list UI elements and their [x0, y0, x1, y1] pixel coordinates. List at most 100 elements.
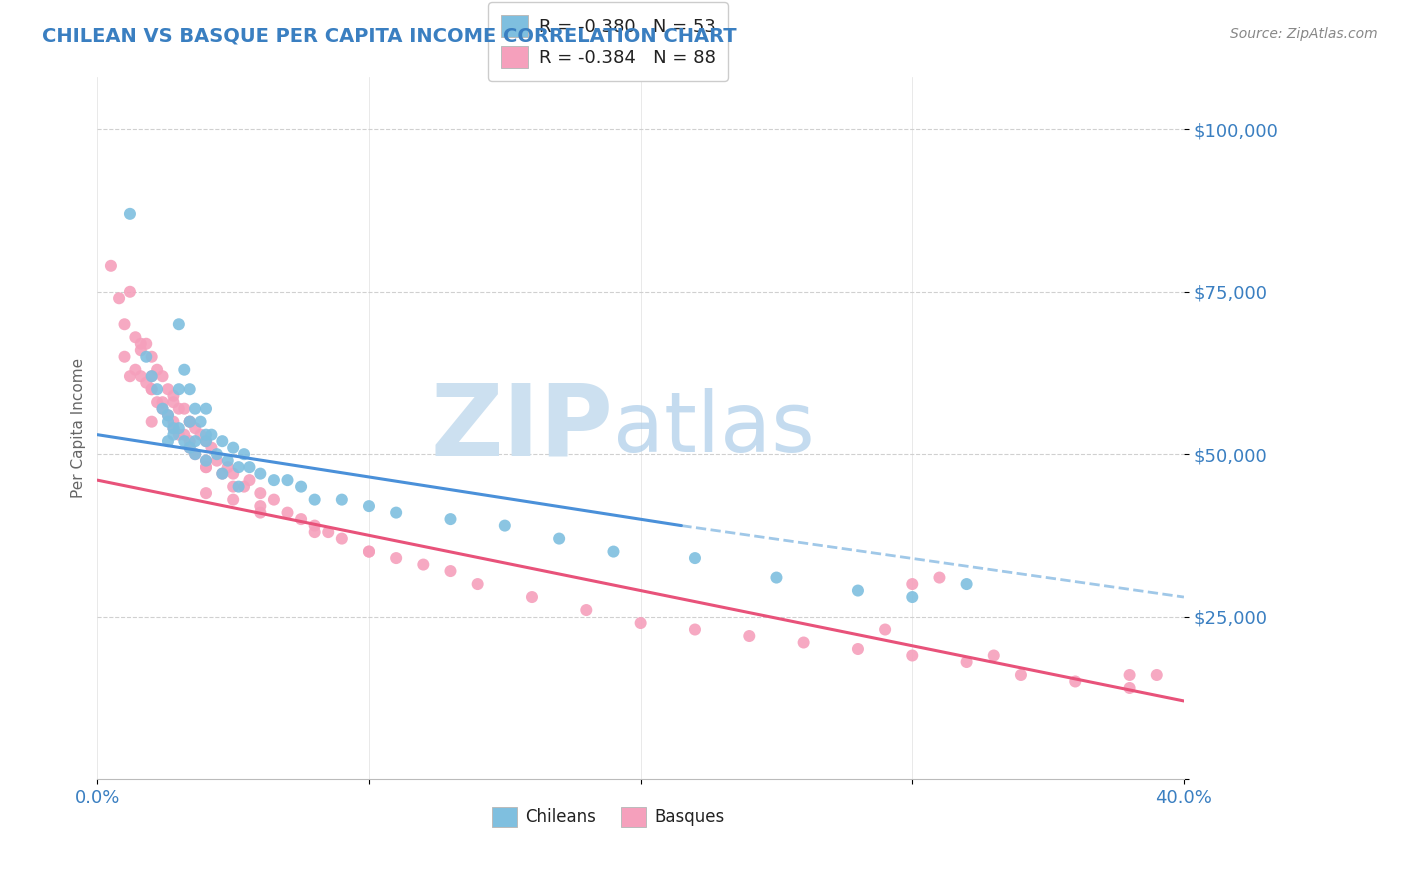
Point: [357, 499, 380, 513]
Point: [249, 467, 271, 481]
Point: [167, 401, 190, 416]
Point: [683, 551, 706, 566]
Point: [520, 590, 543, 604]
Point: [135, 376, 157, 390]
Point: [195, 427, 218, 442]
Point: [141, 382, 163, 396]
Point: [1010, 668, 1032, 682]
Point: [141, 382, 163, 396]
Point: [385, 506, 408, 520]
Point: [330, 532, 353, 546]
Point: [167, 427, 190, 442]
Point: [217, 460, 239, 475]
Point: [263, 492, 285, 507]
Point: [1064, 674, 1087, 689]
Point: [439, 512, 461, 526]
Point: [146, 395, 169, 409]
Point: [222, 441, 245, 455]
Point: [179, 415, 201, 429]
Point: [195, 434, 218, 449]
Point: [793, 635, 815, 649]
Point: [983, 648, 1005, 663]
Text: CHILEAN VS BASQUE PER CAPITA INCOME CORRELATION CHART: CHILEAN VS BASQUE PER CAPITA INCOME CORR…: [42, 27, 737, 45]
Point: [211, 467, 233, 481]
Point: [211, 467, 233, 481]
Point: [173, 401, 195, 416]
Point: [304, 492, 326, 507]
Point: [141, 415, 163, 429]
Point: [205, 453, 228, 467]
Text: atlas: atlas: [613, 388, 815, 468]
Point: [228, 460, 250, 475]
Point: [195, 460, 218, 475]
Point: [135, 336, 157, 351]
Point: [233, 447, 256, 461]
Point: [357, 544, 380, 558]
Point: [276, 506, 298, 520]
Point: [156, 415, 179, 429]
Point: [162, 427, 184, 442]
Point: [683, 623, 706, 637]
Point: [141, 369, 163, 384]
Point: [100, 259, 122, 273]
Point: [156, 434, 179, 449]
Point: [602, 544, 624, 558]
Point: [129, 369, 152, 384]
Point: [494, 518, 516, 533]
Point: [167, 318, 190, 332]
Point: [152, 401, 174, 416]
Point: [124, 362, 146, 376]
Point: [129, 343, 152, 358]
Point: [222, 480, 245, 494]
Point: [152, 369, 174, 384]
Text: ZIP: ZIP: [430, 380, 613, 476]
Point: [1118, 681, 1140, 695]
Point: [357, 544, 380, 558]
Point: [167, 382, 190, 396]
Point: [195, 434, 218, 449]
Point: [276, 473, 298, 487]
Point: [152, 401, 174, 416]
Point: [195, 486, 218, 500]
Point: [108, 291, 131, 305]
Point: [901, 590, 924, 604]
Point: [129, 336, 152, 351]
Point: [179, 415, 201, 429]
Point: [249, 499, 271, 513]
Point: [184, 401, 207, 416]
Point: [156, 408, 179, 422]
Point: [167, 421, 190, 435]
Point: [846, 583, 869, 598]
Point: [118, 369, 141, 384]
Point: [263, 473, 285, 487]
Legend: Chileans, Basques: Chileans, Basques: [485, 800, 731, 834]
Point: [114, 350, 136, 364]
Point: [114, 318, 136, 332]
Point: [200, 427, 222, 442]
Point: [439, 564, 461, 578]
Point: [179, 434, 201, 449]
Point: [200, 441, 222, 455]
Point: [765, 570, 787, 584]
Point: [249, 486, 271, 500]
Point: [195, 401, 218, 416]
Point: [184, 421, 207, 435]
Point: [135, 350, 157, 364]
Point: [575, 603, 598, 617]
Point: [548, 532, 571, 546]
Point: [222, 492, 245, 507]
Point: [179, 441, 201, 455]
Point: [385, 551, 408, 566]
Point: [238, 460, 260, 475]
Point: [875, 623, 897, 637]
Point: [184, 434, 207, 449]
Point: [249, 506, 271, 520]
Point: [173, 427, 195, 442]
Point: [233, 480, 256, 494]
Point: [162, 415, 184, 429]
Point: [124, 330, 146, 344]
Point: [118, 285, 141, 299]
Point: [184, 447, 207, 461]
Point: [173, 362, 195, 376]
Point: [901, 577, 924, 591]
